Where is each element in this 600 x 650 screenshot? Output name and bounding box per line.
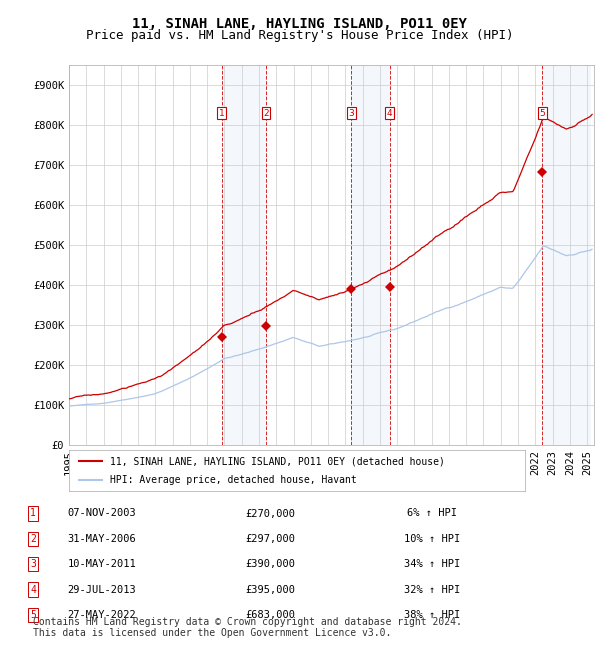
Text: 11, SINAH LANE, HAYLING ISLAND, PO11 0EY (detached house): 11, SINAH LANE, HAYLING ISLAND, PO11 0EY…: [110, 456, 445, 466]
Text: £683,000: £683,000: [245, 610, 295, 620]
Text: £297,000: £297,000: [245, 534, 295, 544]
Bar: [542, 65, 590, 445]
Text: 29-JUL-2013: 29-JUL-2013: [68, 584, 136, 595]
Text: 3: 3: [349, 109, 354, 118]
Text: 34% ↑ HPI: 34% ↑ HPI: [404, 559, 460, 569]
Text: 6% ↑ HPI: 6% ↑ HPI: [407, 508, 457, 519]
Text: 5: 5: [539, 109, 545, 118]
Bar: [222, 65, 266, 445]
Text: Contains HM Land Registry data © Crown copyright and database right 2024.
This d: Contains HM Land Registry data © Crown c…: [33, 617, 462, 638]
Text: 4: 4: [30, 584, 36, 595]
Text: 3: 3: [30, 559, 36, 569]
Text: 31-MAY-2006: 31-MAY-2006: [68, 534, 136, 544]
Bar: [352, 65, 389, 445]
Text: HPI: Average price, detached house, Havant: HPI: Average price, detached house, Hava…: [110, 475, 357, 485]
Text: 27-MAY-2022: 27-MAY-2022: [68, 610, 136, 620]
Text: 5: 5: [30, 610, 36, 620]
Text: 2: 2: [30, 534, 36, 544]
Text: 4: 4: [387, 109, 392, 118]
Text: 1: 1: [219, 109, 225, 118]
Text: 11, SINAH LANE, HAYLING ISLAND, PO11 0EY: 11, SINAH LANE, HAYLING ISLAND, PO11 0EY: [133, 17, 467, 31]
Text: 07-NOV-2003: 07-NOV-2003: [68, 508, 136, 519]
Text: Price paid vs. HM Land Registry's House Price Index (HPI): Price paid vs. HM Land Registry's House …: [86, 29, 514, 42]
Text: 10-MAY-2011: 10-MAY-2011: [68, 559, 136, 569]
Text: 38% ↑ HPI: 38% ↑ HPI: [404, 610, 460, 620]
Text: £395,000: £395,000: [245, 584, 295, 595]
Text: 10% ↑ HPI: 10% ↑ HPI: [404, 534, 460, 544]
Text: £270,000: £270,000: [245, 508, 295, 519]
Text: 2: 2: [263, 109, 269, 118]
Text: 1: 1: [30, 508, 36, 519]
Text: £390,000: £390,000: [245, 559, 295, 569]
Text: 32% ↑ HPI: 32% ↑ HPI: [404, 584, 460, 595]
